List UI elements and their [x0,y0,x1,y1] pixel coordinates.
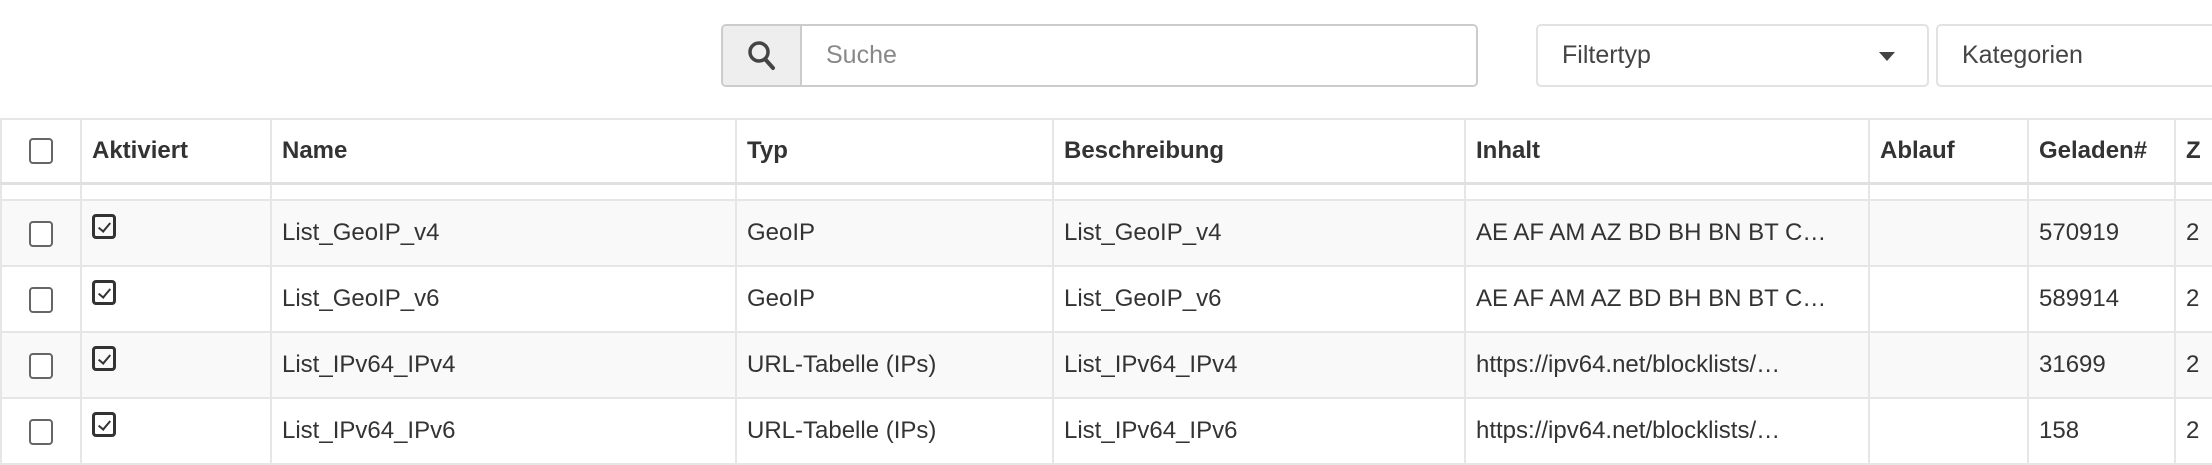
cell-z: 2 [2174,331,2212,399]
cell-name: List_GeoIP_v4 [270,199,737,267]
table-row[interactable]: List_GeoIP_v4 GeoIP List_GeoIP_v4 AE AF AM … [0,199,2212,267]
cell-content: https://ipv64.net/blocklists/… [1464,397,1870,465]
activated-check-icon [92,214,116,240]
cell-z: 2 [2174,199,2212,267]
search-input[interactable] [802,26,1476,85]
cell-description: List_GeoIP_v4 [1052,199,1466,267]
cell-name: List_GeoIP_v6 [270,265,737,333]
cell-z: 2 [2174,265,2212,333]
cell-content: AE AF AM AZ BD BH BN BT C… [1464,265,1870,333]
table-row[interactable]: List_IPv64_IPv6 URL-Tabelle (IPs) List_IPv… [0,397,2212,465]
cell-description: List_IPv64_IPv4 [1052,331,1466,399]
table-row[interactable]: List_IPv64_IPv4 URL-Tabelle (IPs) List_IPv… [0,331,2212,399]
cell-description: List_GeoIP_v6 [1052,265,1466,333]
col-type[interactable]: Typ [735,118,1054,185]
row-select-checkbox[interactable] [29,418,53,445]
cell-z: 2 [2174,397,2212,465]
cell-type: URL-Tabelle (IPs) [735,397,1054,465]
col-z[interactable]: Z [2174,118,2212,185]
filter-type-label: Filtertyp [1562,41,1651,69]
cell-loaded: 589914 [2027,265,2176,333]
categories-select[interactable]: Kategorien [1936,24,2212,87]
cell-expiry [1868,331,2029,399]
caret-down-icon [1879,52,1895,61]
cell-loaded: 158 [2027,397,2176,465]
cell-type: GeoIP [735,199,1054,267]
col-name[interactable]: Name [270,118,737,185]
cell-name: List_IPv64_IPv6 [270,397,737,465]
row-select-checkbox[interactable] [29,220,53,247]
activated-check-icon [92,280,116,306]
cell-expiry [1868,199,2029,267]
col-activated[interactable]: Aktiviert [80,118,272,185]
cell-type: URL-Tabelle (IPs) [735,331,1054,399]
table-header: Aktiviert Name Typ Beschreibung Inhalt A… [0,118,2212,185]
cell-loaded: 31699 [2027,331,2176,399]
filter-type-select[interactable]: Filtertyp [1536,24,1929,87]
row-select-checkbox[interactable] [29,352,53,379]
cell-name: List_IPv64_IPv4 [270,331,737,399]
cell-expiry [1868,265,2029,333]
select-all-checkbox[interactable] [29,138,53,165]
cell-description: List_IPv64_IPv6 [1052,397,1466,465]
col-content[interactable]: Inhalt [1464,118,1870,185]
search-group [721,24,1478,87]
activated-check-icon [92,412,116,438]
activated-check-icon [92,346,116,372]
col-description[interactable]: Beschreibung [1052,118,1466,185]
categories-label: Kategorien [1962,41,2083,69]
search-button[interactable] [723,26,802,85]
cell-expiry [1868,397,2029,465]
search-icon [747,40,775,70]
table-row[interactable]: List_GeoIP_v6 GeoIP List_GeoIP_v6 AE AF AM … [0,265,2212,333]
cell-content: https://ipv64.net/blocklists/… [1464,331,1870,399]
col-expiry[interactable]: Ablauf [1868,118,2029,185]
cell-loaded: 570919 [2027,199,2176,267]
alias-table: Aktiviert Name Typ Beschreibung Inhalt A… [0,118,2212,465]
cell-content: AE AF AM AZ BD BH BN BT C… [1464,199,1870,267]
col-loaded[interactable]: Geladen# [2027,118,2176,185]
cell-type: GeoIP [735,265,1054,333]
row-select-checkbox[interactable] [29,286,53,313]
